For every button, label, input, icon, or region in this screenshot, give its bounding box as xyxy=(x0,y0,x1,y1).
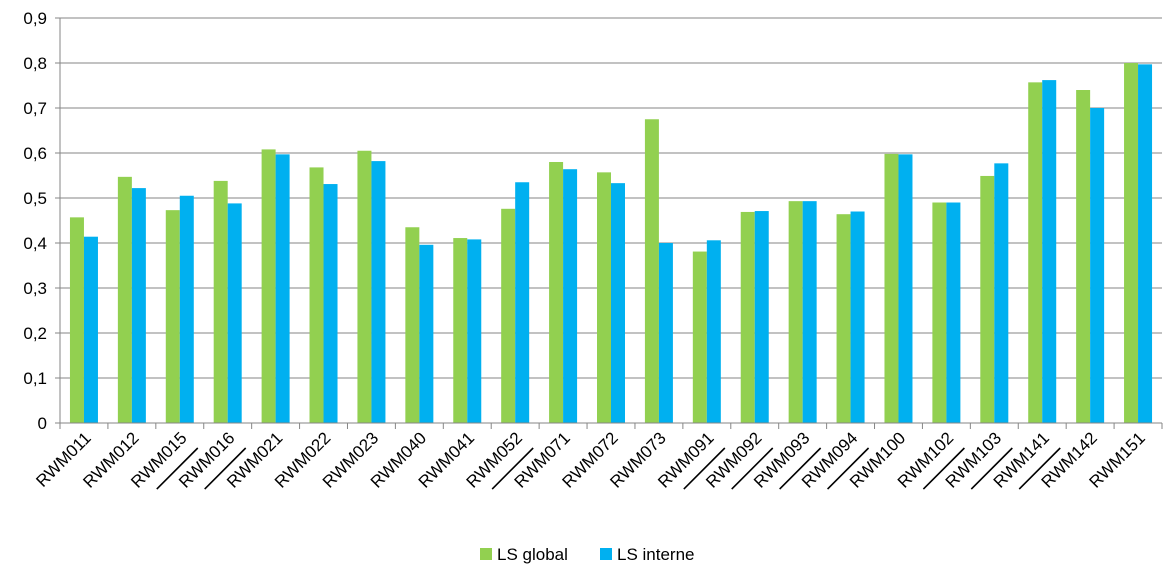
bar-ls-global xyxy=(213,180,228,423)
bar-ls-interne xyxy=(179,195,194,423)
bar-ls-interne xyxy=(611,183,625,423)
bar-ls-interne xyxy=(754,211,769,423)
bar-ls-interne xyxy=(802,201,817,423)
bar-ls-global xyxy=(165,210,180,423)
label-underline-mark xyxy=(970,447,1013,490)
y-axis: 0 0,1 0,2 0,3 0,4 0,5 0,6 0,7 0,8 0,9 xyxy=(23,9,61,433)
bar-ls-interne xyxy=(275,154,290,423)
y-tick-label: 0,6 xyxy=(23,144,47,163)
bar-ls-global xyxy=(117,176,132,423)
bar-ls-interne xyxy=(131,188,146,423)
bar-ls-global xyxy=(357,150,372,423)
bar-ls-global xyxy=(932,202,947,423)
bar-ls-global xyxy=(69,217,84,423)
bar-ls-interne xyxy=(946,202,961,423)
y-tick-label: 0,2 xyxy=(23,324,47,343)
bar-ls-interne xyxy=(227,203,242,423)
bar-ls-interne xyxy=(563,169,578,423)
bar-ls-global xyxy=(501,208,516,423)
bar-ls-global xyxy=(261,149,276,423)
y-tick-label: 0,8 xyxy=(23,54,47,73)
y-tick-label: 0,1 xyxy=(23,369,47,388)
label-underline-mark xyxy=(1018,447,1061,490)
y-tick-label: 0,7 xyxy=(23,99,47,118)
label-underline-mark xyxy=(731,447,774,490)
y-tick-label: 0 xyxy=(38,414,47,433)
bar-ls-global xyxy=(644,119,659,423)
bar-ls-interne xyxy=(658,243,673,423)
x-axis: RWM011RWM012RWM015RWM016RWM021RWM022RWM0… xyxy=(32,422,1163,492)
bar-ls-interne xyxy=(850,211,865,423)
bar-ls-global xyxy=(309,167,324,423)
label-underline-mark xyxy=(922,447,965,490)
bar-ls-interne xyxy=(83,236,98,423)
legend-swatch xyxy=(600,548,612,560)
label-underline-mark xyxy=(683,447,726,490)
bar-ls-global xyxy=(1076,90,1091,423)
bar-ls-interne xyxy=(1090,108,1105,423)
bar-ls-interne xyxy=(419,244,434,423)
legend-label: LS interne xyxy=(617,545,695,564)
legend-label: LS global xyxy=(497,545,568,564)
bar-ls-global xyxy=(836,214,851,423)
label-underline-mark xyxy=(491,447,534,490)
bar-ls-global xyxy=(1028,82,1043,423)
bar-ls-global xyxy=(980,175,995,423)
bar-ls-global xyxy=(884,153,899,423)
bar-ls-global xyxy=(549,162,564,423)
bar-ls-global xyxy=(453,238,468,423)
label-underline-mark xyxy=(156,447,199,490)
label-underline-mark xyxy=(779,447,822,490)
bar-ls-interne xyxy=(323,184,338,423)
bar-ls-global xyxy=(597,172,611,423)
bar-ls-interne xyxy=(994,163,1009,423)
bar-ls-interne xyxy=(1138,64,1153,423)
bar-ls-global xyxy=(740,211,755,423)
y-tick-label: 0,3 xyxy=(23,279,47,298)
bar-ls-global xyxy=(692,251,707,423)
bar-ls-interne xyxy=(515,182,530,423)
bar-ls-global xyxy=(405,227,420,423)
legend-swatch xyxy=(480,548,492,560)
bar-ls-global xyxy=(1124,63,1139,423)
bar-ls-interne xyxy=(467,239,482,423)
bar-ls-interne xyxy=(706,240,721,423)
label-underline-mark xyxy=(204,447,247,490)
y-tick-label: 0,9 xyxy=(23,9,47,28)
y-tick-label: 0,4 xyxy=(23,234,47,253)
bars xyxy=(69,63,1153,423)
legend: LS global LS interne xyxy=(480,545,695,564)
bar-ls-interne xyxy=(371,161,386,423)
bar-ls-interne xyxy=(898,154,913,423)
label-underline-mark xyxy=(826,447,870,490)
y-tick-label: 0,5 xyxy=(23,189,47,208)
bar-ls-global xyxy=(788,201,803,423)
bar-ls-interne xyxy=(1042,80,1057,423)
